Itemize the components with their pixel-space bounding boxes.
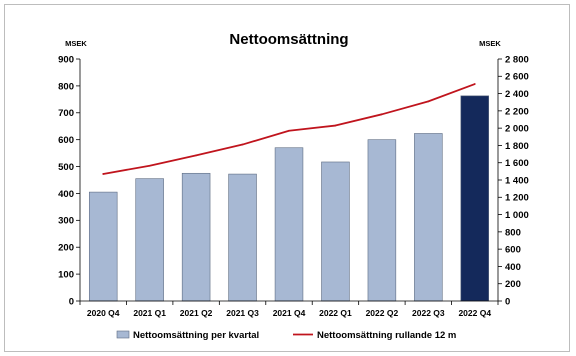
x-tick-label: 2022 Q2	[366, 308, 399, 318]
line-point-2021-q3	[241, 143, 244, 146]
bar-2021-q1	[135, 178, 164, 302]
left-tick-label: 0	[69, 296, 74, 307]
x-tick-label: 2022 Q3	[412, 308, 445, 318]
right-tick-label: 600	[505, 245, 521, 256]
bar-2021-q4	[274, 147, 304, 302]
bar-2020-q4	[88, 191, 118, 302]
bar-2021-q3	[228, 173, 257, 302]
x-tick-label: 2021 Q1	[133, 308, 166, 318]
right-tick-label: 1 400	[505, 175, 529, 186]
bar-2022-q2	[367, 139, 397, 302]
left-tick-label: 100	[58, 270, 74, 281]
line-point-2022-q3	[427, 100, 430, 103]
right-tick-label: 200	[505, 279, 521, 290]
right-tick-label: 400	[505, 262, 521, 273]
x-tick-label: 2020 Q4	[87, 308, 120, 318]
line-point-2020-q4	[102, 173, 105, 175]
right-tick-label: 1 200	[505, 193, 529, 204]
right-tick-label: 2 200	[505, 106, 529, 117]
chart-legend: Nettoomsättning per kvartal Nettoomsättni…	[116, 330, 456, 341]
left-tick-label: 900	[58, 54, 74, 65]
left-tick-label: 600	[58, 135, 74, 146]
right-tick-label: 2 400	[505, 89, 529, 100]
x-tick-label: 2021 Q2	[180, 308, 213, 318]
right-tick-label: 0	[505, 296, 510, 307]
legend-label-line: Nettoomsättning rullande 12 m	[317, 330, 456, 341]
x-tick-label: 2021 Q3	[226, 308, 259, 318]
x-tick-label: 2022 Q1	[319, 308, 352, 318]
x-tick-label: 2021 Q4	[273, 308, 306, 318]
bar-2022-q1	[321, 161, 350, 302]
line-point-2021-q1	[148, 164, 151, 167]
right-tick-label: 1 000	[505, 210, 529, 221]
right-tick-label: 800	[505, 227, 521, 238]
bar-2022-q3	[414, 133, 443, 302]
legend-swatch-bars	[116, 330, 130, 339]
line-point-2022-q2	[380, 113, 383, 116]
chart-title: Nettoomsättning	[229, 31, 348, 48]
right-tick-label: 2 000	[505, 124, 529, 135]
left-tick-label: 300	[58, 216, 74, 227]
left-tick-label: 700	[58, 108, 74, 119]
right-tick-label: 2 800	[505, 54, 529, 65]
left-tick-label: 200	[58, 243, 74, 254]
line-point-2022-q1	[334, 124, 337, 127]
bar-2021-q2	[181, 172, 211, 302]
line-point-2021-q2	[195, 154, 198, 157]
legend-label-bars: Nettoomsättning per kvartal	[133, 330, 259, 341]
right-tick-label: 1 800	[505, 141, 529, 152]
right-axis-unit: MSEK	[479, 39, 501, 48]
left-tick-label: 400	[58, 189, 74, 200]
left-tick-label: 500	[58, 162, 74, 173]
line-point-2022-q4	[473, 83, 476, 85]
plot-area: 0 100 200 300 400 500 600 700 800 900 0 200 400 600 80…	[58, 54, 529, 318]
x-tick-label: 2022 Q4	[458, 308, 491, 318]
bar-2022-q4	[460, 95, 490, 302]
left-tick-label: 800	[58, 81, 74, 92]
right-tick-label: 1 600	[505, 158, 529, 169]
right-tick-label: 2 600	[505, 72, 529, 83]
left-axis-unit: MSEK	[65, 39, 87, 48]
line-point-2021-q4	[288, 129, 290, 132]
